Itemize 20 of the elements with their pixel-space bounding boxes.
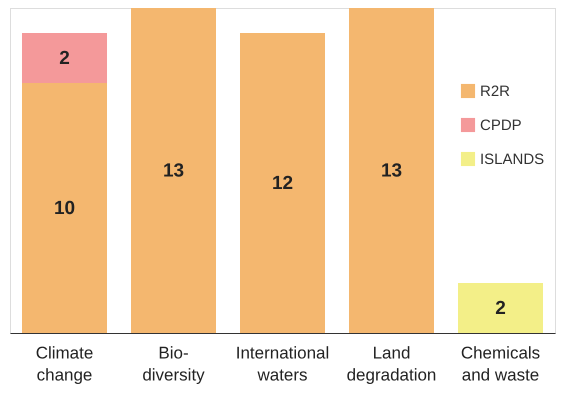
bar: [348, 8, 434, 333]
bar: [130, 8, 216, 333]
x-tick-label: Land degradation: [346, 344, 436, 384]
bar: [240, 33, 326, 333]
data-label: 13: [380, 160, 402, 182]
legend-label: ISLANDS: [480, 151, 544, 168]
bar: [22, 83, 108, 333]
x-tick-label: International waters: [236, 344, 330, 384]
data-label: 12: [272, 173, 294, 194]
bar: [22, 33, 108, 83]
data-label: 2: [495, 298, 506, 319]
data-label: 13: [162, 160, 184, 182]
x-tick-label: Bio- diversity: [142, 344, 206, 384]
data-label: 2: [59, 48, 70, 69]
data-label: 10: [54, 198, 76, 219]
legend-label: R2R: [480, 83, 510, 100]
x-tick-label: Chemicals and waste: [460, 344, 540, 384]
bar: [458, 283, 544, 333]
x-tick-label: Climate change: [36, 344, 94, 384]
legend-label: CPDP: [480, 117, 522, 134]
